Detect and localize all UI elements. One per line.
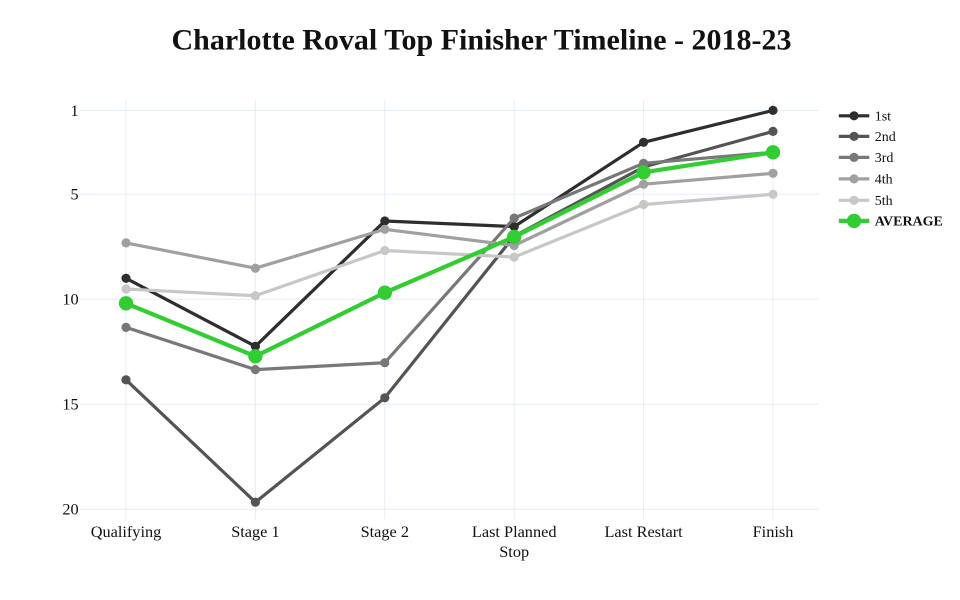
svg-text:1: 1: [70, 101, 78, 120]
svg-text:3rd: 3rd: [875, 151, 894, 166]
svg-text:Qualifying: Qualifying: [91, 522, 162, 541]
svg-text:AVERAGE: AVERAGE: [875, 215, 943, 230]
svg-text:5th: 5th: [875, 194, 893, 209]
svg-text:5: 5: [70, 185, 78, 204]
svg-text:Finish: Finish: [753, 522, 794, 541]
svg-text:20: 20: [62, 500, 78, 519]
svg-text:Stage 2: Stage 2: [361, 522, 409, 541]
svg-text:1st: 1st: [875, 110, 891, 125]
svg-text:Last Restart: Last Restart: [604, 522, 683, 541]
svg-text:4th: 4th: [875, 173, 893, 188]
svg-text:Stage 1: Stage 1: [231, 522, 279, 541]
svg-text:10: 10: [62, 290, 78, 309]
svg-text:Stop: Stop: [499, 542, 529, 561]
svg-text:2nd: 2nd: [875, 130, 896, 145]
svg-text:15: 15: [62, 395, 78, 414]
svg-text:Last Planned: Last Planned: [472, 522, 557, 541]
svg-text:Charlotte Roval Top Finisher T: Charlotte Roval Top Finisher Timeline - …: [171, 24, 791, 57]
